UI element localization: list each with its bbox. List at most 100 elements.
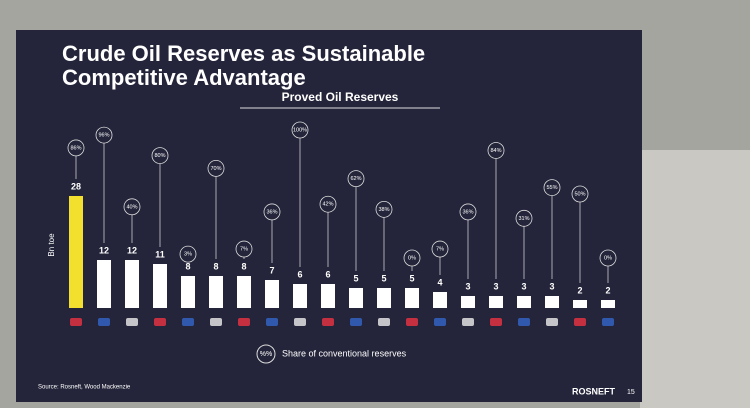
share-bubble — [207, 159, 225, 177]
share-bubble — [571, 185, 589, 203]
share-label: 3% — [184, 252, 192, 258]
share-label: 62% — [350, 176, 361, 182]
company-logo — [266, 318, 278, 326]
bar — [293, 284, 307, 308]
bar-value-label: 7 — [269, 265, 274, 275]
share-label: 7% — [240, 246, 248, 252]
bar — [97, 260, 111, 308]
bar-value-label: 2 — [605, 285, 610, 295]
share-label: 70% — [210, 166, 221, 172]
company-logo — [238, 318, 250, 326]
share-label: 86% — [70, 145, 81, 151]
y-axis-label: Bn toe — [47, 233, 56, 257]
bar-value-label: 5 — [381, 273, 386, 283]
share-label: 100% — [293, 127, 307, 133]
bar-value-label: 6 — [325, 269, 330, 279]
company-logo — [98, 318, 110, 326]
panel — [640, 150, 750, 408]
company-logo — [462, 318, 474, 326]
bar-value-label: 8 — [185, 261, 190, 271]
bar-value-label: 5 — [353, 273, 358, 283]
company-logo — [574, 318, 586, 326]
company-logo — [294, 318, 306, 326]
bar-value-label: 12 — [99, 245, 109, 255]
bar — [545, 296, 559, 308]
company-logo — [406, 318, 418, 326]
company-logo — [434, 318, 446, 326]
bar — [573, 300, 587, 308]
share-bubble — [95, 126, 113, 144]
share-bubble — [543, 179, 561, 197]
legend-label: Share of conventional reserves — [282, 348, 407, 358]
company-logo — [210, 318, 222, 326]
bar-value-label: 3 — [465, 281, 470, 291]
share-label: 42% — [322, 202, 333, 208]
page-number: 15 — [627, 389, 635, 396]
bar — [181, 276, 195, 308]
brand: ROSNEFT — [572, 386, 616, 396]
bar — [405, 288, 419, 308]
company-logo — [350, 318, 362, 326]
bar — [517, 296, 531, 308]
bar — [377, 288, 391, 308]
share-label: 38% — [378, 207, 389, 213]
bar-value-label: 4 — [437, 277, 442, 287]
share-bubble — [263, 203, 281, 221]
slide — [16, 30, 642, 402]
bar — [601, 300, 615, 308]
bar — [433, 292, 447, 308]
company-logo — [378, 318, 390, 326]
legend-symbol: %% — [260, 351, 272, 358]
company-logo — [126, 318, 138, 326]
share-label: 31% — [518, 216, 529, 222]
bar-value-label: 3 — [549, 281, 554, 291]
share-bubble — [459, 203, 477, 221]
source: Source: Rosneft, Wood Mackenzie — [38, 385, 131, 391]
share-label: 0% — [408, 255, 416, 261]
share-bubble — [319, 195, 337, 213]
share-label: 36% — [266, 209, 277, 215]
share-bubble — [291, 121, 309, 139]
company-logo — [602, 318, 614, 326]
bar — [153, 264, 167, 308]
subtitle: Proved Oil Reserves — [282, 90, 399, 104]
share-bubble — [403, 249, 421, 267]
share-bubble — [515, 209, 533, 227]
share-label: 7% — [436, 246, 444, 252]
company-logo — [182, 318, 194, 326]
bar-value-label: 5 — [409, 273, 414, 283]
title-line: Crude Oil Reserves as Sustainable Competi… — [62, 41, 425, 90]
company-logo — [518, 318, 530, 326]
share-bubble — [431, 240, 449, 258]
share-bubble — [375, 200, 393, 218]
share-bubble — [347, 170, 365, 188]
legend-symbol-circle — [256, 344, 276, 364]
share-label: 36% — [462, 209, 473, 215]
bar-value-label: 3 — [521, 281, 526, 291]
bar-value-label: 6 — [297, 269, 302, 279]
share-bubble — [599, 249, 617, 267]
bar — [349, 288, 363, 308]
share-label: 55% — [546, 185, 557, 191]
bar-value-label: 8 — [213, 261, 218, 271]
share-bubble — [67, 139, 85, 157]
bar-value-label: 11 — [155, 249, 165, 259]
company-logo — [322, 318, 334, 326]
share-label: 80% — [154, 153, 165, 159]
share-bubble — [179, 245, 197, 263]
company-logo — [490, 318, 502, 326]
share-bubble — [487, 142, 505, 159]
share-bubble — [151, 147, 169, 165]
company-logo — [70, 318, 82, 326]
bar — [125, 260, 139, 308]
bar — [461, 296, 475, 308]
bar — [265, 280, 279, 308]
bar-value-label: 2 — [577, 285, 582, 295]
company-logo — [546, 318, 558, 326]
bar-value-label: 28 — [71, 181, 81, 191]
bar — [237, 276, 251, 308]
bar — [69, 196, 83, 308]
share-bubble — [123, 198, 141, 216]
share-label: 96% — [98, 133, 109, 139]
